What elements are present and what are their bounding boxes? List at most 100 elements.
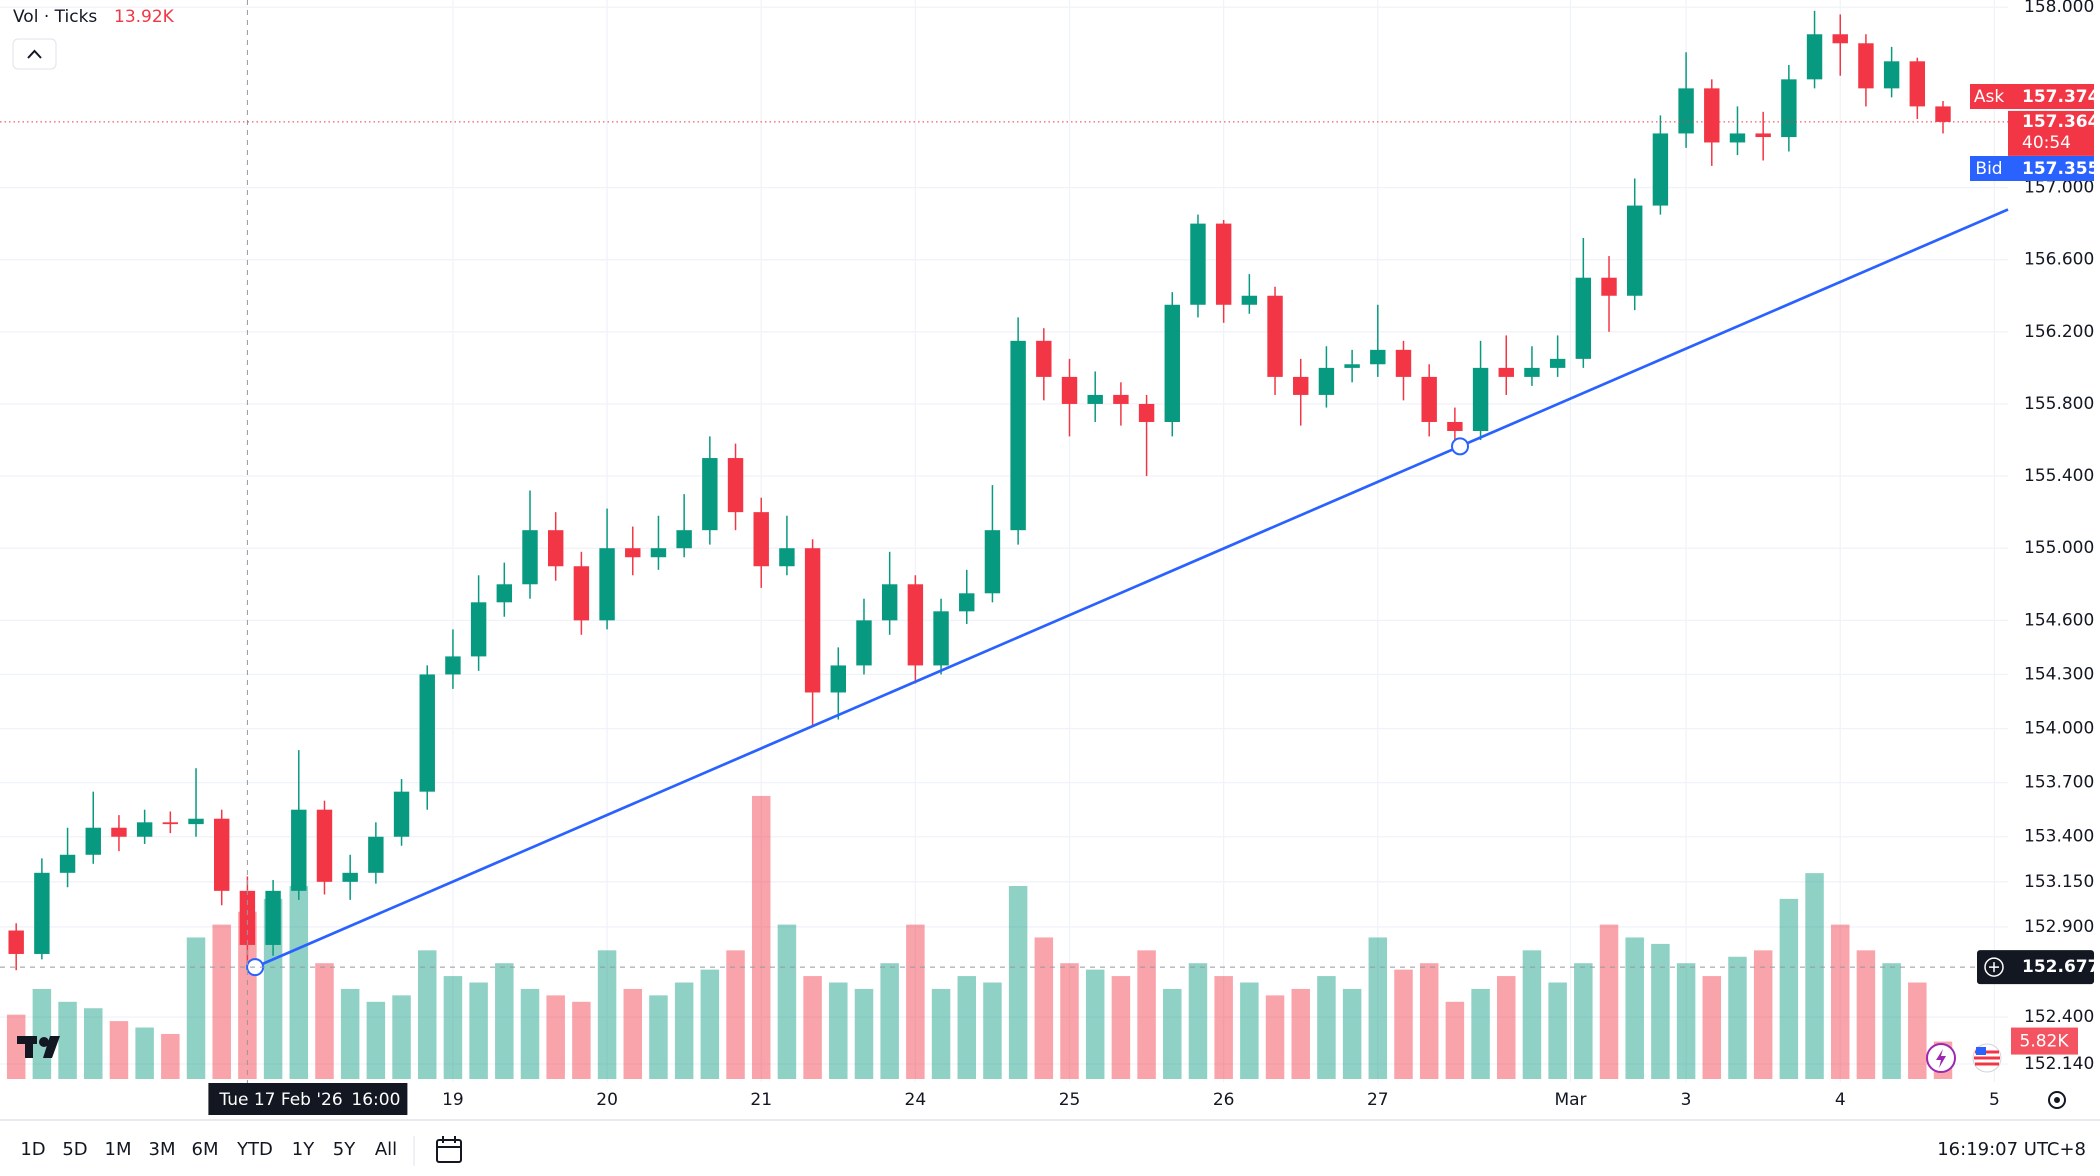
candle-body <box>1755 133 1771 138</box>
volume-label-box <box>2011 1027 2078 1055</box>
legend-value: 13.92K <box>114 7 175 27</box>
date-range-button[interactable] <box>436 1136 462 1163</box>
overlay-layer: Tue 17 Feb '26 16:00 <box>0 0 2009 1120</box>
volume-bar <box>1471 988 1490 1079</box>
crosshair-date-box <box>208 1083 408 1115</box>
range-button[interactable]: 3M <box>149 1139 176 1160</box>
volume-bar <box>1882 963 1901 1079</box>
ask-tag: Ask <box>1974 87 2004 107</box>
volume-bar <box>1651 943 1670 1079</box>
volume-bar <box>1163 988 1182 1079</box>
candle-body <box>650 548 667 558</box>
candle-body <box>496 584 513 603</box>
volume-bar <box>546 995 565 1079</box>
candle-body <box>1164 304 1180 422</box>
candle-body <box>419 674 435 792</box>
y-tick-label: 158.000 <box>2024 0 2094 17</box>
range-button[interactable]: 5D <box>62 1139 87 1160</box>
candle-body <box>1215 223 1232 305</box>
candle-body <box>1909 61 1926 107</box>
candle-body <box>393 791 410 837</box>
tv-logo <box>17 1036 60 1058</box>
volume-bar <box>1419 963 1439 1079</box>
volume-bar <box>829 982 848 1079</box>
volume-bar <box>1779 898 1799 1079</box>
range-button[interactable]: 6M <box>192 1139 219 1160</box>
crosshair-add-icon[interactable] <box>1984 957 2004 977</box>
candle-body <box>907 584 924 666</box>
candle-body <box>316 809 333 882</box>
volume-bar <box>32 988 52 1079</box>
bid-tag: Bid <box>1975 159 2002 179</box>
volume-bar <box>649 995 668 1079</box>
candle-body <box>1498 367 1514 377</box>
candle-body <box>1138 403 1155 422</box>
candle-body <box>445 656 461 675</box>
trendline-anchor[interactable] <box>1451 437 1470 456</box>
x-tick-label: Mar <box>1554 1090 1586 1110</box>
alert-icon[interactable] <box>1926 1043 1956 1073</box>
candle-body <box>470 602 487 657</box>
crosshair-price-box <box>1977 950 2094 985</box>
ask-price: 157.374 <box>2022 87 2100 107</box>
range-button[interactable]: YTD <box>236 1139 273 1160</box>
y-tick-label: 154.600 <box>2024 610 2094 630</box>
candle-body <box>1113 394 1129 404</box>
volume-bar <box>572 1001 591 1079</box>
volume-bar <box>392 995 411 1079</box>
volume-bar <box>931 988 951 1079</box>
candle-body <box>1061 376 1078 404</box>
bid-tag-box <box>1970 156 2008 181</box>
range-button[interactable]: 5Y <box>333 1139 356 1160</box>
candle-body <box>830 665 847 693</box>
candle-body <box>727 458 744 513</box>
ask-box <box>2008 84 2094 109</box>
candle-body <box>1575 277 1592 359</box>
ui-layer: Vol · Ticks 13.92K <box>0 7 2100 1166</box>
candle-body <box>214 818 230 891</box>
candle-body <box>1858 43 1874 89</box>
volume-bar <box>1342 988 1362 1079</box>
volume-bar <box>700 969 720 1079</box>
volume-label: 5.82K <box>2020 1032 2070 1052</box>
range-button[interactable]: 1M <box>105 1139 132 1160</box>
volume-bar <box>84 1008 103 1079</box>
trendline <box>254 208 2009 969</box>
volume-bar <box>212 924 231 1079</box>
candle-body <box>1010 340 1026 531</box>
candle-body <box>1704 88 1720 143</box>
candle-body <box>522 530 538 585</box>
x-tick-label: 24 <box>905 1090 927 1110</box>
volume-bar <box>1317 976 1336 1079</box>
volume-bar <box>983 982 1002 1079</box>
range-button[interactable]: 1Y <box>292 1139 315 1160</box>
x-tick-label: 3 <box>1681 1090 1692 1110</box>
candle-body <box>265 890 281 945</box>
volume-bar <box>1830 924 1850 1079</box>
candle-body <box>881 584 898 621</box>
volume-bar <box>1265 995 1285 1079</box>
volume-bar <box>1008 886 1028 1079</box>
clock: 16:19:07 UTC+8 <box>1937 1139 2086 1160</box>
candle-body <box>342 872 358 882</box>
flag-icon <box>1972 1043 2002 1073</box>
volume-bar <box>1034 937 1054 1079</box>
volume-bar <box>1188 963 1208 1079</box>
candle-body <box>856 620 872 666</box>
volume-bar <box>1599 924 1619 1079</box>
candle-body <box>547 530 564 567</box>
volume-bar <box>443 976 463 1079</box>
volume-bar <box>109 1021 129 1079</box>
candle-body <box>1472 367 1489 431</box>
y-tick-label: 152.400 <box>2024 1007 2094 1027</box>
range-button[interactable]: All <box>375 1139 397 1160</box>
candle-body <box>1190 223 1206 305</box>
last-price-box <box>2008 110 2094 156</box>
legend-title: Vol · Ticks <box>13 7 97 27</box>
settings-button[interactable] <box>2048 1091 2066 1109</box>
crosshair-date: Tue 17 Feb '26 <box>218 1090 342 1110</box>
collapse-button[interactable] <box>12 38 57 70</box>
range-button[interactable]: 1D <box>20 1139 45 1160</box>
